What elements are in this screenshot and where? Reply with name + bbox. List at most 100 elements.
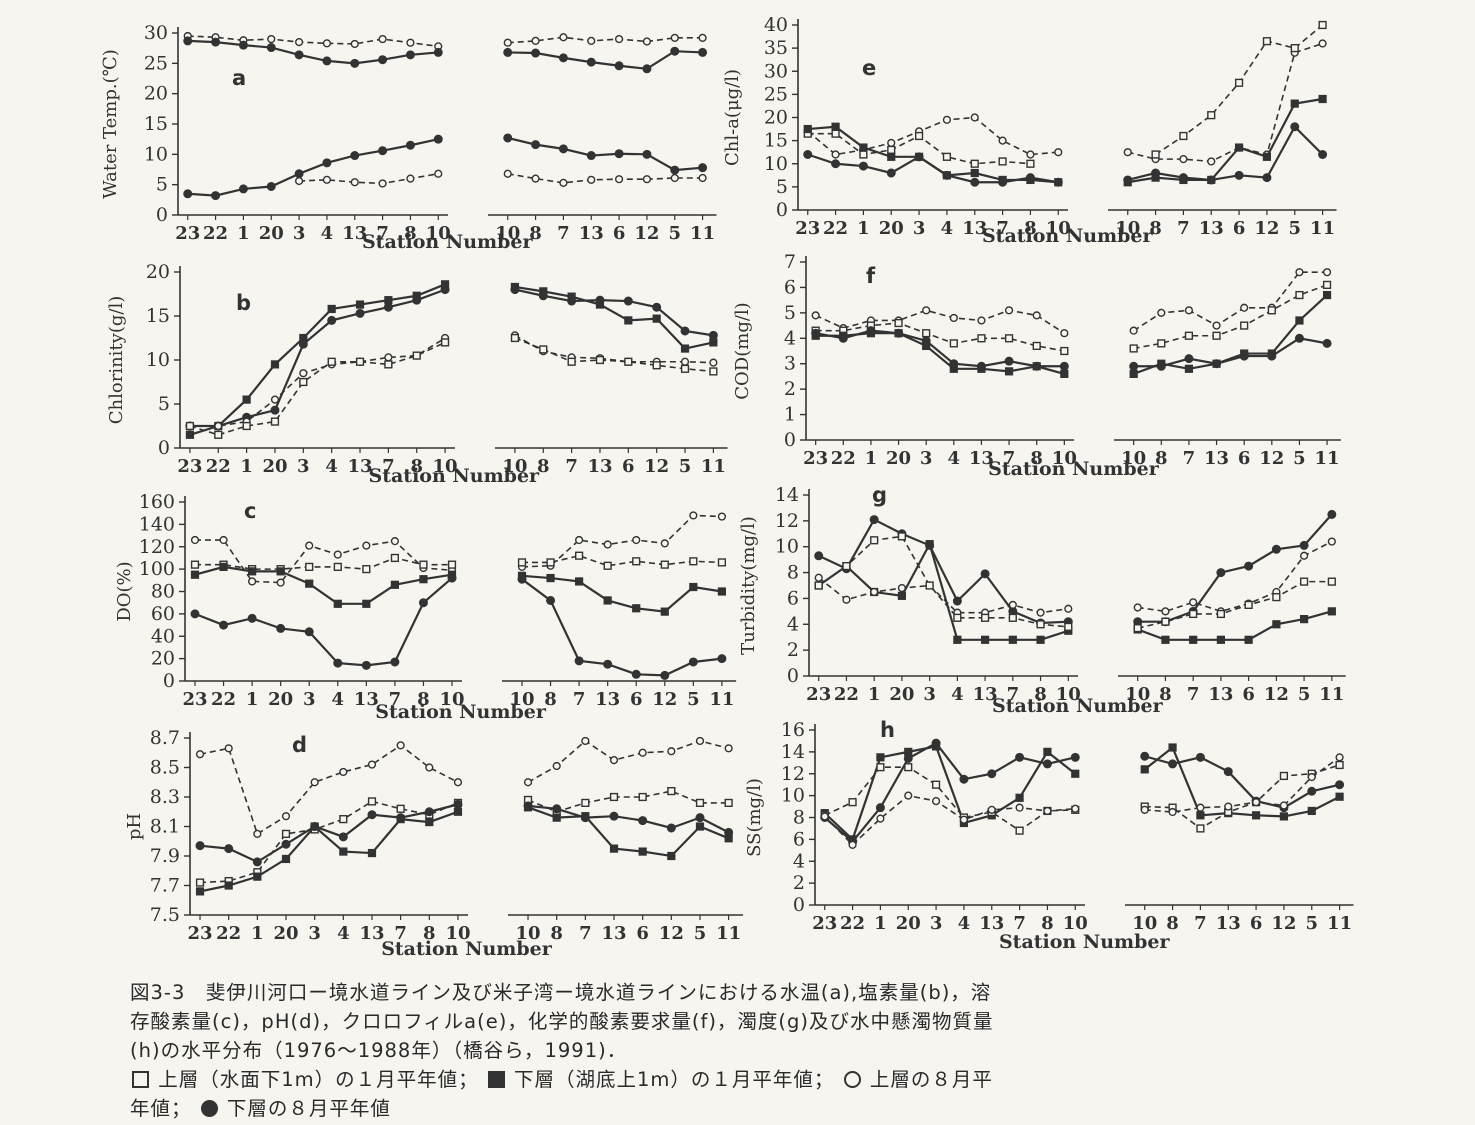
data-point	[1251, 798, 1261, 807]
data-point	[1032, 341, 1041, 351]
series-line	[1137, 540, 1333, 613]
x-tick-label: 8	[410, 456, 423, 477]
data-point	[575, 577, 584, 586]
y-tick-label: 3	[784, 353, 796, 375]
x-tick-label: 7	[394, 923, 407, 944]
x-tick-label: 13	[579, 223, 604, 244]
x-tick-label: 8	[1159, 684, 1172, 705]
data-point	[922, 329, 931, 338]
data-point	[931, 780, 941, 789]
data-series	[185, 331, 718, 431]
data-point	[642, 175, 652, 184]
data-series	[190, 551, 726, 574]
data-point	[921, 336, 931, 346]
data-point	[1161, 635, 1170, 644]
y-tick-label: 7	[784, 251, 796, 273]
data-point	[190, 609, 200, 619]
data-series	[803, 39, 1327, 166]
data-point	[1299, 615, 1309, 624]
data-point	[695, 822, 705, 831]
x-tick-label: 10	[1056, 684, 1081, 705]
data-point	[224, 844, 234, 854]
data-point	[848, 798, 857, 807]
panel-label: a	[232, 66, 246, 90]
data-point	[294, 169, 304, 179]
data-point	[1318, 94, 1327, 104]
x-axis-label: Station Number	[982, 225, 1154, 247]
data-point	[717, 512, 726, 521]
data-point	[680, 326, 690, 336]
x-tick-label: 20	[259, 223, 284, 244]
panel-label: b	[236, 291, 251, 315]
data-point	[1123, 175, 1133, 185]
data-point	[384, 296, 393, 305]
data-point	[503, 169, 512, 178]
y-tick-label: 14	[775, 484, 799, 506]
series-line	[194, 557, 453, 570]
data-point	[660, 670, 670, 680]
y-tick-label: 20	[146, 261, 170, 283]
data-point	[709, 358, 718, 367]
series-line	[507, 36, 703, 44]
x-tick-label: 8	[1024, 218, 1037, 239]
data-point	[987, 769, 997, 779]
data-point	[811, 311, 820, 320]
x-tick-label: 3	[293, 223, 306, 244]
data-point	[559, 178, 568, 187]
series-line	[815, 322, 1065, 352]
data-point	[1212, 331, 1221, 340]
data-point	[1295, 290, 1304, 300]
data-point	[1335, 780, 1345, 790]
data-point	[238, 40, 248, 50]
x-tick-label: 13	[595, 689, 620, 710]
x-tick-label: 11	[1327, 913, 1352, 934]
x-tick-label: 13	[601, 923, 626, 944]
data-point	[327, 304, 336, 314]
x-tick-label: 4	[948, 448, 961, 469]
x-tick-label: 10	[1121, 448, 1146, 469]
data-point	[453, 799, 463, 809]
data-point	[384, 360, 393, 369]
x-tick-label: 13	[587, 456, 612, 477]
data-point	[914, 152, 924, 162]
data-point	[638, 748, 647, 757]
data-point	[195, 878, 205, 887]
x-tick-label: 10	[495, 223, 520, 244]
data-point	[552, 761, 561, 771]
data-point	[195, 750, 205, 759]
data-point	[433, 47, 443, 57]
data-point	[632, 557, 641, 566]
data-point	[1015, 826, 1024, 835]
data-point	[1212, 321, 1221, 330]
data-point	[1207, 111, 1216, 120]
data-point	[670, 165, 680, 175]
data-point	[1043, 806, 1052, 816]
data-point	[1189, 598, 1198, 607]
data-point	[390, 657, 400, 667]
data-point	[1004, 334, 1014, 343]
data-point	[412, 351, 421, 360]
data-point	[709, 367, 718, 376]
y-tick-label: 12	[781, 763, 805, 785]
data-point	[1179, 155, 1188, 164]
y-tick-label: 2	[793, 872, 805, 894]
series-line	[807, 125, 1059, 184]
y-axis-label: pH	[124, 813, 145, 840]
data-series	[185, 333, 718, 439]
x-tick-label: 10	[1046, 218, 1071, 239]
series-line	[1144, 745, 1341, 818]
data-point	[339, 815, 348, 824]
data-point	[660, 560, 669, 569]
data-point	[1290, 44, 1299, 53]
y-tick-label: 120	[139, 536, 175, 558]
data-point	[1071, 769, 1080, 778]
series-line	[521, 578, 723, 677]
y-tick-label: 30	[144, 22, 168, 44]
x-tick-label: 8	[537, 456, 550, 477]
x-tick-label: 1	[874, 913, 887, 934]
x-tick-label: 5	[694, 923, 707, 944]
data-series	[185, 285, 718, 431]
data-point	[276, 578, 285, 587]
series-line	[187, 138, 439, 197]
